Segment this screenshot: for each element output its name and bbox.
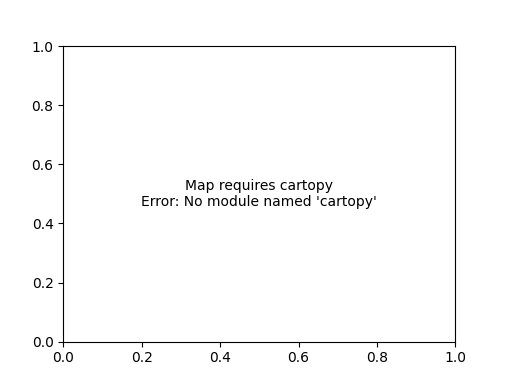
Text: Map requires cartopy
Error: No module named 'cartopy': Map requires cartopy Error: No module na…	[141, 179, 377, 209]
